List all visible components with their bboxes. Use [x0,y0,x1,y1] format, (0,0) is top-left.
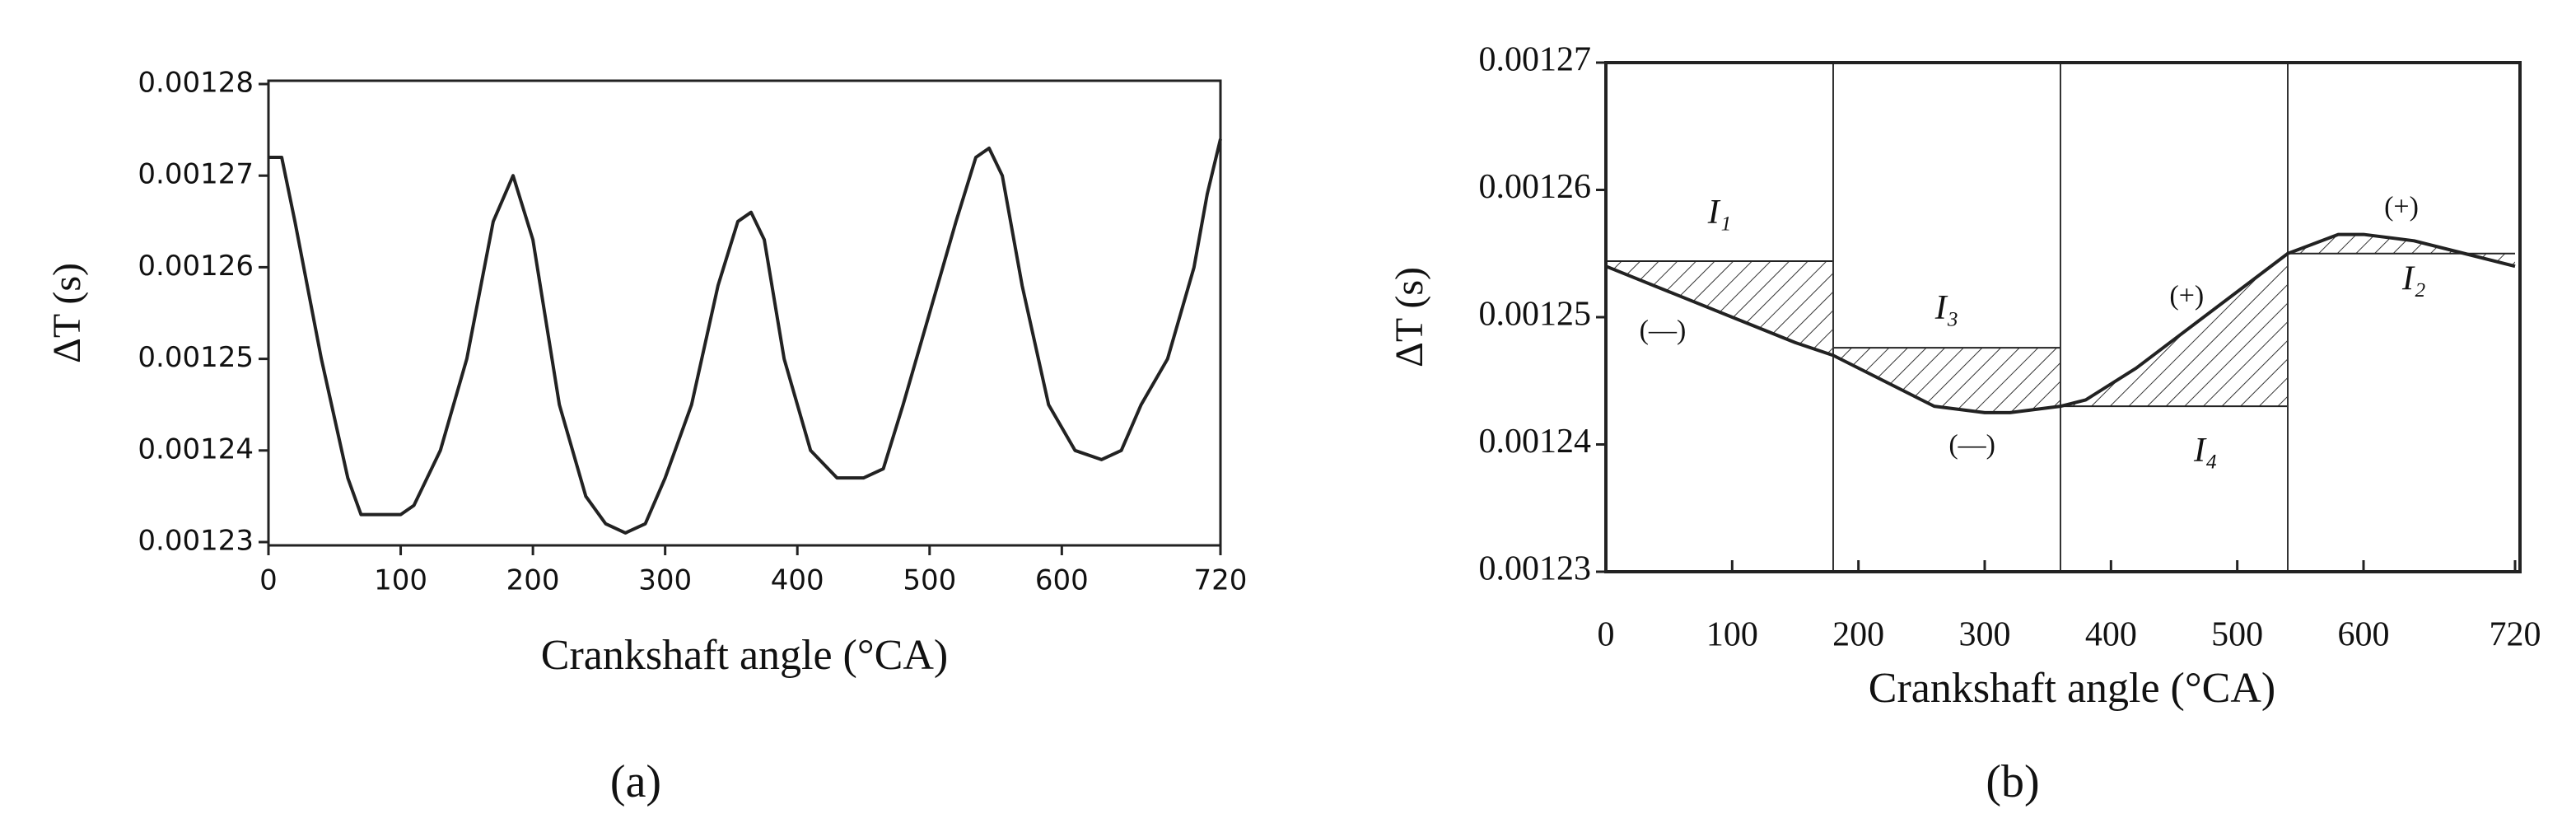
chart: 0.00123 0.00124 0.00125 0.00126 0.00127 0 100 2… [1388,41,2541,807]
plot-frame [267,79,1222,547]
y-axis-label: ΔT (s) [45,263,89,363]
annotation: I₃ [1934,289,1959,327]
x-tick-label: 600 [2338,616,2390,654]
chart: 0.00123 0.00124 0.00125 0.00126 0.00127 0.001… [45,67,1247,807]
annotation: I₁ [1707,194,1732,231]
hatched-area [1833,348,2060,413]
y-tick-label: 0.00125 [1479,296,1592,334]
annotation: (—) [1948,429,1995,460]
x-tick-label: 500 [903,564,956,597]
x-tick-label: 720 [1194,564,1248,597]
y-tick-label: 0.00126 [138,250,254,283]
y-axis-label: ΔT (s) [1388,267,1431,367]
x-axis-label: Crankshaft angle (°CA) [541,632,948,679]
annotation: (+) [2384,191,2419,222]
x-tick-label: 600 [1035,564,1089,597]
caption: (b) [1986,756,2039,807]
x-tick-label: 300 [638,564,692,597]
hatched-area [1606,261,1833,356]
caption: (a) [610,756,661,807]
curve [268,138,1222,535]
y-tick-label: 0.00128 [138,67,254,100]
y-tick-label: 0.00125 [138,341,254,374]
y-tick-label: 0.00123 [1479,550,1592,588]
x-tick-label: 100 [374,564,427,597]
annotation: (+) [2169,281,2204,311]
hatched-area [2288,234,2515,267]
y-tick-label: 0.00127 [1479,41,1592,79]
y-tick-label: 0.00123 [138,525,254,558]
x-axis-label: Crankshaft angle (°CA) [1869,665,2275,712]
x-tick-label: 200 [1832,616,1884,654]
curve [1605,232,2516,414]
y-tick-label: 0.00124 [1479,423,1592,461]
x-tick-label: 500 [2211,616,2263,654]
y-tick-label: 0.00126 [1479,168,1592,206]
x-tick-label: 720 [2490,616,2541,654]
x-tick-label: 300 [1959,616,2011,654]
x-tick-label: 400 [771,564,824,597]
hatched-area [2060,253,2288,407]
y-tick-label: 0.00127 [138,158,254,191]
annotation: I₂ [2401,260,2426,297]
x-tick-label: 200 [506,564,560,597]
x-tick-label: 0 [1598,616,1615,654]
annotation: I₄ [2193,432,2218,470]
x-tick-label: 400 [2085,616,2137,654]
x-tick-label: 0 [259,564,278,597]
x-tick-label: 100 [1706,616,1758,654]
y-tick-label: 0.00124 [138,433,254,465]
annotation: (—) [1640,315,1687,345]
